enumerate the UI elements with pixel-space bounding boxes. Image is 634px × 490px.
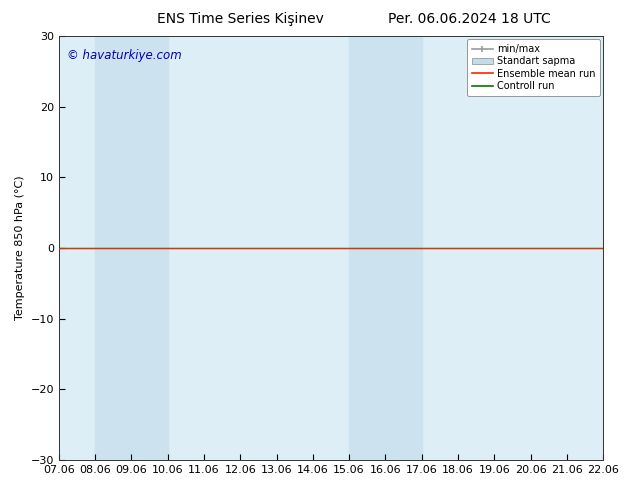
Y-axis label: Temperature 850 hPa (°C): Temperature 850 hPa (°C) — [15, 176, 25, 320]
Bar — [603, 36, 621, 460]
Text: ENS Time Series Kişinev: ENS Time Series Kişinev — [157, 12, 325, 26]
Legend: min/max, Standart sapma, Ensemble mean run, Controll run: min/max, Standart sapma, Ensemble mean r… — [467, 39, 600, 96]
Text: © havaturkiye.com: © havaturkiye.com — [67, 49, 182, 62]
Text: Per. 06.06.2024 18 UTC: Per. 06.06.2024 18 UTC — [388, 12, 550, 26]
Bar — [349, 36, 422, 460]
Bar — [95, 36, 168, 460]
